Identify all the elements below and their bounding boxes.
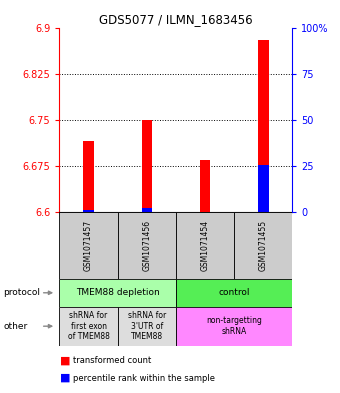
Text: GSM1071456: GSM1071456 — [142, 220, 151, 271]
Bar — [200, 160, 210, 212]
Bar — [59, 279, 176, 307]
Text: transformed count: transformed count — [73, 356, 151, 365]
Text: GSM1071455: GSM1071455 — [259, 220, 268, 271]
Text: percentile rank within the sample: percentile rank within the sample — [73, 374, 215, 382]
Bar — [258, 40, 269, 212]
Text: non-targetting
shRNA: non-targetting shRNA — [206, 316, 262, 336]
Text: TMEM88 depletion: TMEM88 depletion — [76, 288, 159, 297]
Text: GSM1071457: GSM1071457 — [84, 220, 93, 271]
Text: ■: ■ — [59, 356, 70, 366]
Bar — [83, 210, 94, 212]
Text: ■: ■ — [59, 373, 70, 383]
Bar — [59, 212, 118, 279]
Text: other: other — [3, 322, 28, 331]
Bar — [59, 307, 118, 346]
Text: shRNA for
3'UTR of
TMEM88: shRNA for 3'UTR of TMEM88 — [128, 311, 166, 341]
Title: GDS5077 / ILMN_1683456: GDS5077 / ILMN_1683456 — [99, 13, 253, 26]
Bar — [176, 307, 292, 346]
Bar — [118, 212, 176, 279]
Text: control: control — [218, 288, 250, 297]
Bar — [141, 120, 152, 212]
Bar — [234, 212, 292, 279]
Bar — [258, 165, 269, 212]
Bar — [118, 307, 176, 346]
Bar — [176, 212, 234, 279]
Bar — [83, 141, 94, 212]
Text: shRNA for
first exon
of TMEM88: shRNA for first exon of TMEM88 — [68, 311, 109, 341]
Text: protocol: protocol — [3, 288, 40, 297]
Bar — [176, 279, 292, 307]
Bar — [141, 208, 152, 212]
Text: GSM1071454: GSM1071454 — [201, 220, 209, 271]
